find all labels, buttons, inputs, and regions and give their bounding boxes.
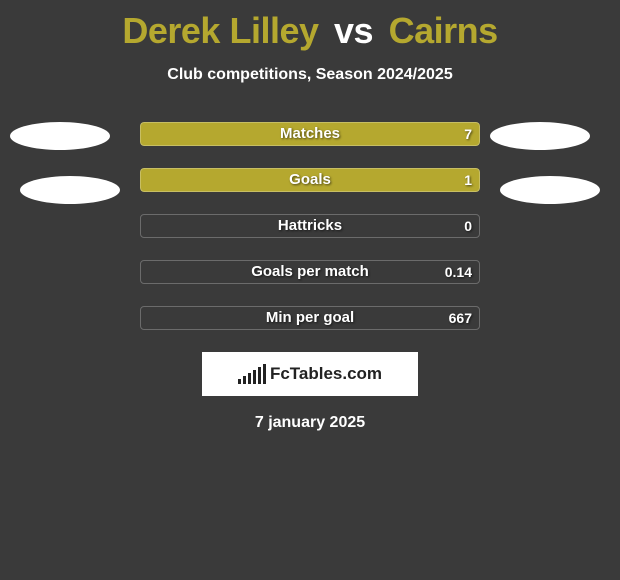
logo-text: FcTables.com bbox=[270, 364, 382, 384]
stats-container: Matches7Goals1Hattricks0Goals per match0… bbox=[0, 122, 620, 330]
player-ellipse-icon bbox=[20, 176, 120, 204]
player1-name: Derek Lilley bbox=[122, 10, 318, 51]
player-ellipse-icon bbox=[10, 122, 110, 150]
player-ellipse-icon bbox=[500, 176, 600, 204]
date-text: 7 january 2025 bbox=[0, 414, 620, 432]
stat-bar bbox=[140, 122, 480, 146]
stat-bar-fill bbox=[140, 122, 480, 146]
stat-bar-fill bbox=[140, 168, 480, 192]
stat-bar bbox=[140, 260, 480, 284]
stat-bar bbox=[140, 214, 480, 238]
player-ellipse-icon bbox=[490, 122, 590, 150]
vs-text: vs bbox=[334, 10, 373, 51]
stat-bar bbox=[140, 306, 480, 330]
stat-bar bbox=[140, 168, 480, 192]
stat-row: Hattricks0 bbox=[0, 214, 620, 238]
comparison-title: Derek Lilley vs Cairns bbox=[0, 0, 620, 52]
player2-name: Cairns bbox=[389, 10, 498, 51]
stat-row: Goals per match0.14 bbox=[0, 260, 620, 284]
stat-row: Min per goal667 bbox=[0, 306, 620, 330]
subtitle: Club competitions, Season 2024/2025 bbox=[0, 66, 620, 84]
fctables-logo[interactable]: FcTables.com bbox=[202, 352, 418, 396]
logo-bars-icon bbox=[238, 364, 266, 384]
